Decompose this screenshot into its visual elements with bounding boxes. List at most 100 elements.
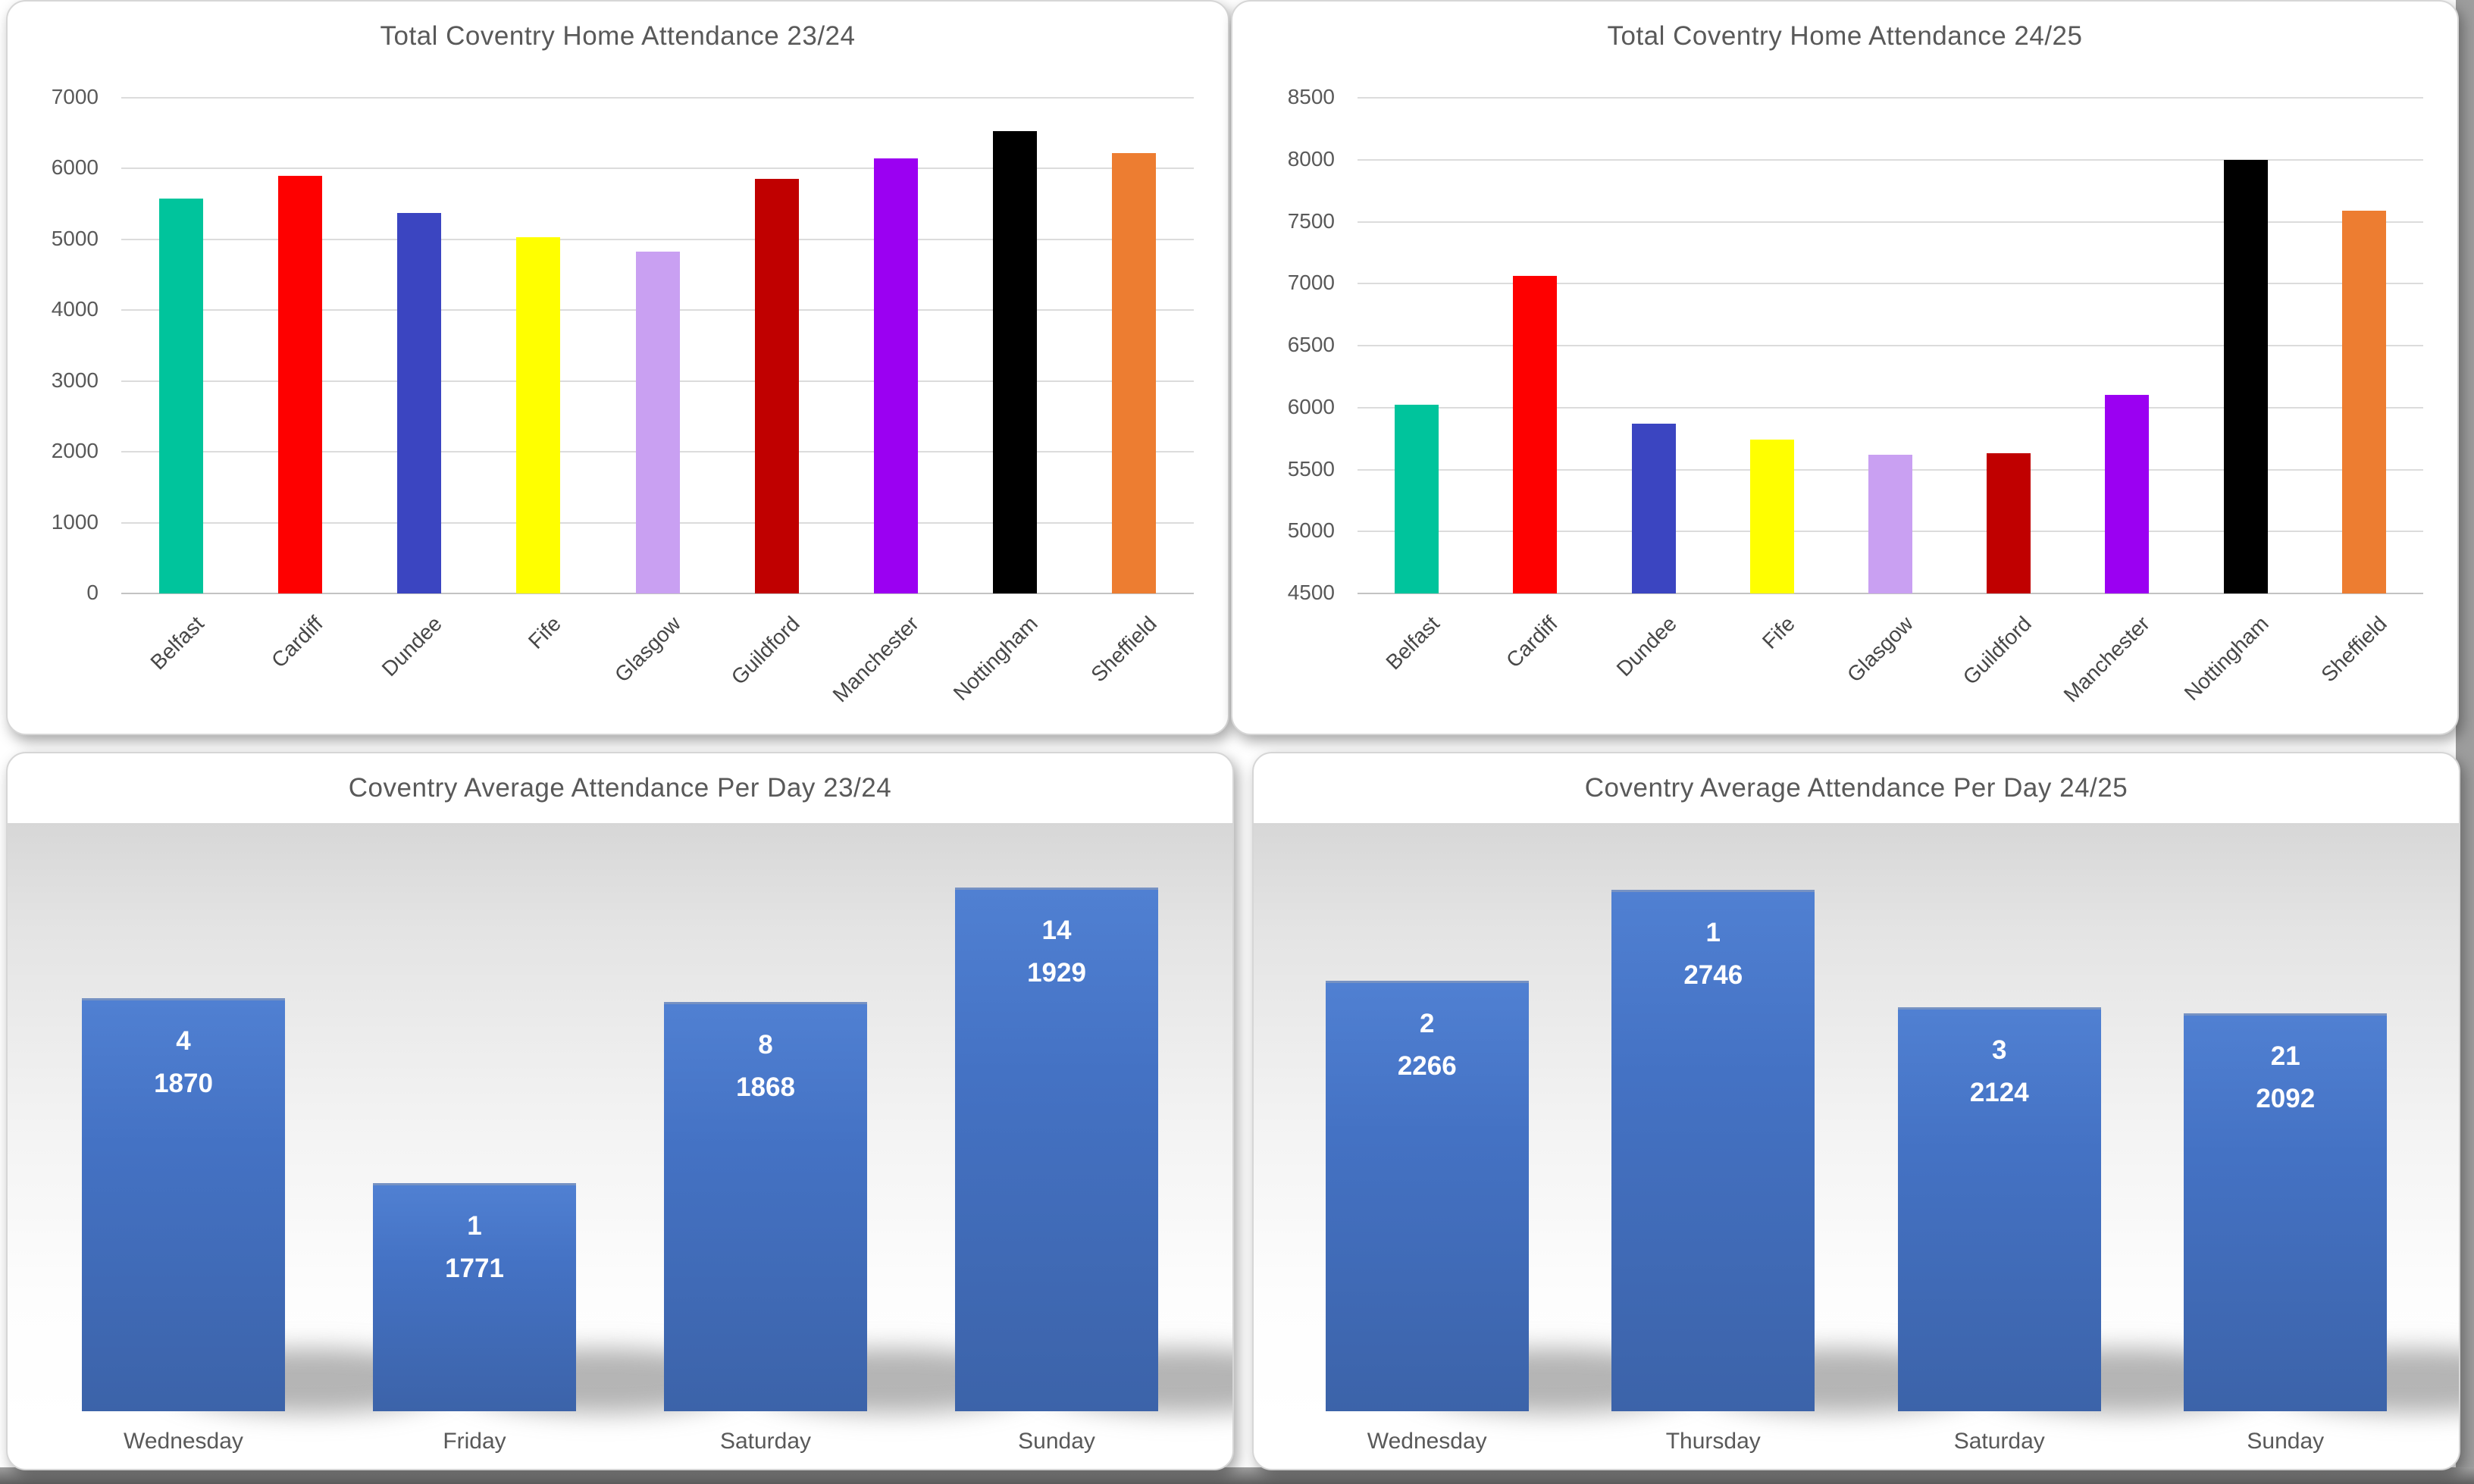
y-tick-label: 8000 xyxy=(1287,146,1335,171)
bar-games-count: 14 xyxy=(1041,916,1072,946)
gridline xyxy=(1358,345,2423,346)
bar-belfast xyxy=(158,198,203,593)
bar-cardiff xyxy=(1513,276,1558,593)
gridline xyxy=(121,97,1194,99)
x-label-manchester: Manchester xyxy=(2059,612,2155,707)
y-tick-label: 6000 xyxy=(51,155,99,180)
x-label-belfast: Belfast xyxy=(146,612,208,675)
bar-average-value: 1870 xyxy=(154,1068,213,1098)
x-label-saturday: Saturday xyxy=(719,1429,812,1454)
x-label-friday: Friday xyxy=(443,1429,506,1454)
y-tick-label: 5000 xyxy=(51,226,99,250)
y-tick-label: 7500 xyxy=(1287,208,1335,233)
bar-saturday: 8 1868 xyxy=(664,1001,867,1411)
x-label-wednesday: Wednesday xyxy=(124,1429,243,1454)
y-tick-label: 2000 xyxy=(51,439,99,463)
bar-average-value: 1771 xyxy=(445,1253,504,1283)
chart-title-total-2425: Total Coventry Home Attendance 24/25 xyxy=(1607,21,2083,51)
plot-area-total-2425: 4500 5000 5500 6000 6500 7000 7500 8000 8500 Belf… xyxy=(1232,2,2457,734)
chart-card-total-attendance-2324: Total Coventry Home Attendance 23/24 0 10… xyxy=(6,0,1229,735)
gridline xyxy=(1358,406,2423,409)
bar-manchester xyxy=(873,158,918,593)
x-label-thursday: Thursday xyxy=(1665,1429,1761,1454)
chart-title-total-2324: Total Coventry Home Attendance 23/24 xyxy=(380,21,856,51)
chart-card-average-per-day-2324: Coventry Average Attendance Per Day 23/2… xyxy=(6,752,1234,1470)
bar-value-label: 2 2266 xyxy=(1326,1003,1529,1088)
x-label-nottingham: Nottingham xyxy=(948,612,1043,706)
bar-value-label: 14 1929 xyxy=(955,909,1158,994)
x-label-guildford: Guildford xyxy=(1958,612,2037,690)
bar-fife xyxy=(516,237,561,593)
x-label-dundee: Dundee xyxy=(1611,612,1681,681)
bar-dundee xyxy=(1631,424,1676,593)
bar-glasgow xyxy=(1868,454,1912,593)
bar-games-count: 3 xyxy=(1992,1035,2007,1066)
bar-wednesday: 4 1870 xyxy=(82,997,285,1411)
x-label-glasgow: Glasgow xyxy=(1842,612,1918,687)
y-tick-label: 6000 xyxy=(1287,394,1335,418)
bar-games-count: 2 xyxy=(1420,1009,1435,1039)
bar-fife xyxy=(1749,440,1794,593)
gridline xyxy=(1358,283,2423,285)
x-label-fife: Fife xyxy=(524,612,566,653)
bar-value-label: 1 1771 xyxy=(373,1205,576,1290)
bar-average-value: 2092 xyxy=(2256,1084,2316,1114)
bar-sheffield xyxy=(2341,210,2386,593)
bar-nottingham xyxy=(993,130,1038,593)
bar-average-value: 1929 xyxy=(1027,958,1086,988)
bar-dundee xyxy=(397,213,442,593)
y-tick-label: 4000 xyxy=(51,297,99,321)
bar-nottingham xyxy=(2223,159,2268,593)
chart-title-average-2425: Coventry Average Attendance Per Day 24/2… xyxy=(1584,773,2128,803)
bar-average-value: 2746 xyxy=(1683,960,1743,991)
bar-guildford xyxy=(754,178,799,593)
bar-average-value: 2266 xyxy=(1397,1051,1457,1082)
y-tick-label: 7000 xyxy=(1287,271,1335,295)
gridline xyxy=(1358,158,2423,161)
bar-guildford xyxy=(1987,453,2031,593)
bar-value-label: 1 2746 xyxy=(1611,912,1815,997)
x-label-belfast: Belfast xyxy=(1381,612,1445,675)
gridline xyxy=(121,593,1194,594)
plot-area-average-2425: 2 2266 1 2746 3 2124 21 2092 Wednesday Thursday Sa… xyxy=(1254,753,2459,1469)
bar-value-label: 3 2124 xyxy=(1898,1029,2101,1114)
bar-sunday: 21 2092 xyxy=(2184,1013,2388,1411)
bar-average-value: 2124 xyxy=(1969,1078,2029,1108)
plot-area-average-2324: 4 1870 1 1771 8 1868 14 1929 Wednesday Friday Satu… xyxy=(8,753,1232,1469)
bar-friday: 1 1771 xyxy=(373,1182,576,1411)
y-tick-label: 6500 xyxy=(1287,333,1335,356)
bar-wednesday: 2 2266 xyxy=(1325,981,1529,1411)
x-label-guildford: Guildford xyxy=(726,612,804,690)
bar-sheffield xyxy=(1112,152,1157,593)
x-label-sunday: Sunday xyxy=(2247,1429,2325,1454)
gridline xyxy=(1358,221,2423,223)
bar-thursday: 1 2746 xyxy=(1611,890,1815,1411)
gridline xyxy=(121,167,1194,170)
x-label-cardiff: Cardiff xyxy=(266,612,327,672)
x-label-nottingham: Nottingham xyxy=(2179,612,2273,706)
bar-average-value: 1868 xyxy=(736,1072,795,1102)
bar-cardiff xyxy=(277,175,322,593)
bar-value-label: 4 1870 xyxy=(82,1020,285,1105)
bar-games-count: 1 xyxy=(467,1210,482,1241)
y-tick-label: 0 xyxy=(86,581,99,604)
bar-games-count: 1 xyxy=(1705,918,1721,948)
x-label-saturday: Saturday xyxy=(1953,1429,2045,1454)
plot-area-total-2324: 0 1000 2000 3000 4000 5000 6000 7000 Belfast Card… xyxy=(8,2,1228,734)
y-tick-label: 8500 xyxy=(1287,85,1335,108)
bar-games-count: 21 xyxy=(2270,1041,2300,1072)
page-bottom-band xyxy=(0,1467,2474,1484)
bar-sunday: 14 1929 xyxy=(955,888,1158,1411)
x-label-cardiff: Cardiff xyxy=(1502,612,1563,672)
y-tick-label: 5000 xyxy=(1287,518,1335,543)
y-tick-label: 3000 xyxy=(51,368,99,392)
x-label-manchester: Manchester xyxy=(828,612,923,707)
x-label-dundee: Dundee xyxy=(377,612,446,681)
bar-games-count: 4 xyxy=(176,1025,191,1056)
x-label-sheffield: Sheffield xyxy=(2316,612,2391,687)
y-tick-label: 1000 xyxy=(51,509,99,534)
bar-saturday: 3 2124 xyxy=(1897,1007,2101,1411)
y-tick-label: 4500 xyxy=(1287,581,1335,604)
y-tick-label: 7000 xyxy=(51,85,99,108)
chart-card-average-per-day-2425: Coventry Average Attendance Per Day 24/2… xyxy=(1252,752,2460,1470)
